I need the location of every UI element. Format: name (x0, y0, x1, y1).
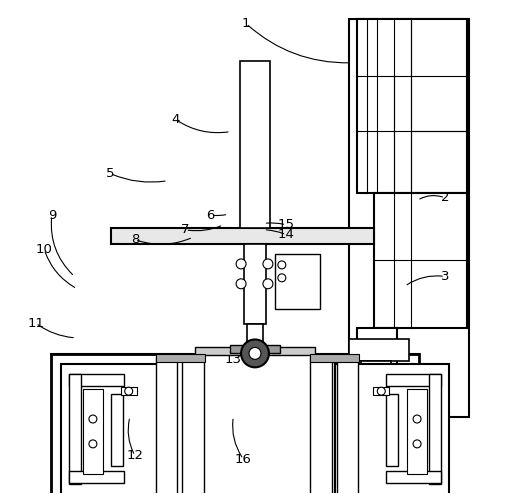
Bar (247, 324, 263, 348)
Bar (386, 471, 441, 483)
Text: 10: 10 (36, 243, 53, 256)
Text: 7: 7 (181, 223, 190, 236)
Text: 8: 8 (131, 233, 139, 246)
Bar (357, 328, 397, 372)
Circle shape (377, 387, 385, 395)
Circle shape (413, 415, 421, 423)
Text: 3: 3 (441, 270, 449, 283)
Text: 17: 17 (81, 449, 98, 462)
Bar (407, 389, 427, 474)
Bar (51, 354, 419, 494)
Bar (357, 19, 467, 193)
Bar (121, 387, 137, 395)
Circle shape (89, 415, 97, 423)
Bar (386, 394, 398, 466)
Bar (244, 244, 266, 324)
Circle shape (236, 279, 246, 289)
Text: 16: 16 (235, 453, 252, 466)
Bar (361, 361, 391, 379)
Text: 5: 5 (105, 167, 114, 180)
Text: 11: 11 (27, 317, 44, 329)
Bar (156, 357, 177, 494)
Text: 4: 4 (171, 113, 179, 126)
Bar (69, 471, 124, 483)
Bar (230, 345, 280, 353)
Circle shape (278, 261, 286, 269)
Bar (386, 374, 441, 386)
Bar (335, 365, 449, 494)
Bar (69, 374, 81, 484)
Text: 12: 12 (127, 449, 143, 462)
Bar (429, 374, 441, 484)
Bar (183, 357, 204, 494)
Circle shape (413, 440, 421, 448)
Circle shape (236, 259, 246, 269)
Circle shape (89, 440, 97, 448)
Bar (275, 254, 319, 309)
Bar (156, 354, 205, 362)
Text: 6: 6 (206, 208, 215, 222)
Bar (373, 387, 389, 395)
Bar (374, 193, 467, 328)
Text: 2: 2 (441, 191, 449, 205)
Bar (111, 228, 374, 244)
Bar (349, 19, 469, 417)
Bar (349, 339, 409, 361)
Bar (310, 354, 359, 362)
Bar (83, 389, 103, 474)
Circle shape (249, 347, 261, 359)
Bar (69, 374, 124, 386)
Text: 13: 13 (225, 354, 242, 367)
Circle shape (125, 387, 133, 395)
Bar (337, 357, 358, 494)
Text: 15: 15 (278, 218, 295, 231)
Circle shape (278, 274, 286, 282)
Text: 9: 9 (48, 208, 56, 222)
Text: 1: 1 (242, 17, 250, 30)
Bar (310, 357, 332, 494)
Bar (61, 365, 175, 494)
Bar (240, 61, 270, 228)
Text: 14: 14 (278, 228, 295, 241)
Bar (111, 394, 123, 466)
Circle shape (241, 339, 269, 368)
Circle shape (263, 259, 273, 269)
Bar (195, 347, 315, 355)
Circle shape (263, 279, 273, 289)
